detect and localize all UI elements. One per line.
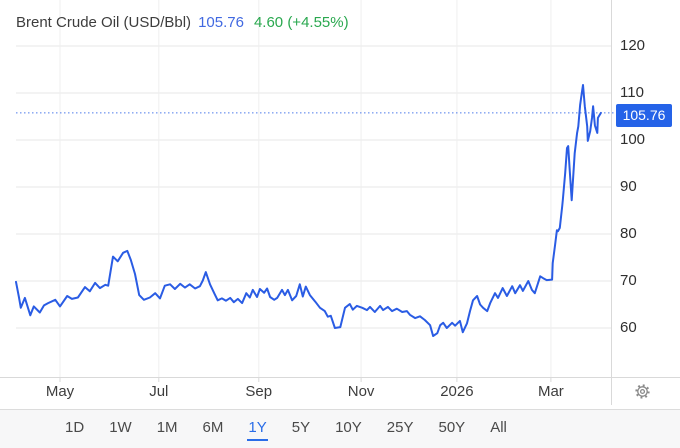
range-button-50y[interactable]: 50Y	[438, 419, 466, 436]
price-axis-label: 80	[620, 225, 637, 242]
price-axis-label: 90	[620, 178, 637, 195]
price-axis-label: 110	[620, 84, 644, 101]
price-axis-label: 120	[620, 37, 646, 54]
price-axis-label: 100	[620, 131, 646, 148]
range-button-1d[interactable]: 1D	[65, 419, 85, 436]
time-axis-label: Jul	[149, 383, 169, 400]
range-button-1w[interactable]: 1W	[109, 419, 132, 436]
time-axis-label: Sep	[245, 383, 273, 400]
gear-icon	[635, 384, 650, 399]
time-axis-label: 2026	[440, 383, 474, 400]
current-price-badge: 105.76	[616, 104, 672, 127]
range-button-25y[interactable]: 25Y	[386, 419, 414, 436]
price-axis-label: 70	[620, 272, 637, 289]
range-button-all[interactable]: All	[490, 419, 507, 436]
range-button-5y[interactable]: 5Y	[291, 419, 311, 436]
range-button-6m[interactable]: 6M	[202, 419, 224, 436]
range-button-1m[interactable]: 1M	[156, 419, 178, 436]
range-button-1y[interactable]: 1Y	[247, 417, 268, 441]
settings-gear-icon[interactable]	[634, 383, 651, 400]
time-axis-label: Nov	[347, 383, 375, 400]
price-line-series	[15, 84, 602, 337]
time-axis-label: May	[45, 383, 75, 400]
price-axis-label: 60	[620, 319, 637, 336]
range-toolbar: 1D 1W 1M 6M 1Y 5Y 10Y 25Y 50Y All	[0, 409, 680, 448]
instrument-title: Brent Crude Oil (USD/Bbl)	[16, 14, 192, 31]
current-price: 105.76	[198, 14, 244, 31]
price-change: 4.60 (+4.55%)	[253, 14, 349, 31]
time-axis-label: Mar	[537, 383, 564, 400]
price-chart-plot[interactable]	[0, 0, 680, 409]
chart-header: Brent Crude Oil (USD/Bbl) 105.76 4.60 (+…	[16, 14, 349, 31]
range-button-10y[interactable]: 10Y	[335, 419, 362, 436]
